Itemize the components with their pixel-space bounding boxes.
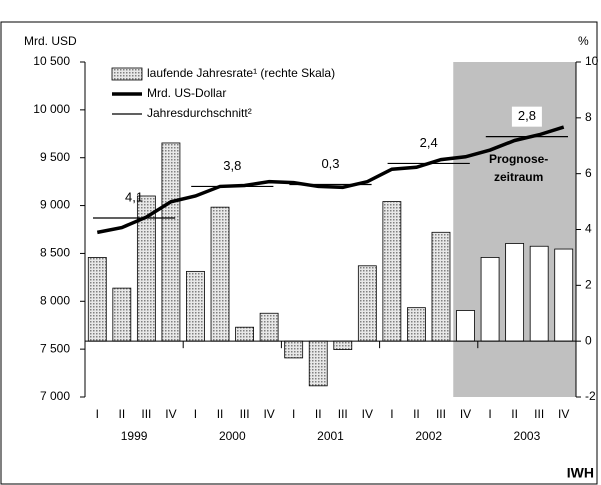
- y2-tick-label: 8: [585, 110, 592, 124]
- year-label: 1999: [121, 429, 148, 443]
- y-tick-label: 10 500: [33, 54, 70, 68]
- y-tick-label: 7 000: [40, 389, 70, 403]
- y-tick-label: 9 500: [40, 150, 70, 164]
- bar: [505, 243, 525, 342]
- x-tick-label: II: [511, 407, 518, 421]
- y2-tick-label: 2: [585, 278, 592, 292]
- y-tick-label: 10 000: [33, 102, 70, 116]
- annotation: 2,4: [420, 135, 438, 150]
- bar: [161, 142, 181, 342]
- x-tick-label: IV: [263, 407, 274, 421]
- annotation: 4,1: [125, 189, 143, 204]
- source: IWH: [567, 465, 594, 481]
- legend-label: laufende Jahresrate¹ (rechte Skala): [147, 66, 335, 80]
- bar: [554, 248, 574, 342]
- year-label: 2000: [219, 429, 246, 443]
- x-tick-label: IV: [558, 407, 569, 421]
- bar: [480, 257, 500, 342]
- bar: [87, 257, 107, 342]
- annotation: 0,3: [321, 156, 339, 171]
- legend-label: Jahresdurchschnitt²: [147, 106, 252, 120]
- forecast-label: Prognose-: [489, 152, 548, 166]
- x-tick-label: IV: [165, 407, 176, 421]
- x-tick-label: IV: [460, 407, 471, 421]
- y2-tick-label: 6: [585, 166, 592, 180]
- bar: [186, 270, 205, 342]
- bar: [235, 326, 254, 342]
- x-tick-label: II: [118, 407, 125, 421]
- bar: [407, 307, 426, 342]
- y-tick-label: 8 500: [40, 246, 70, 260]
- bar: [357, 265, 377, 342]
- bar: [382, 201, 402, 342]
- x-tick-label: I: [390, 407, 393, 421]
- year-label: 2001: [317, 429, 344, 443]
- year-label: 2002: [415, 429, 442, 443]
- y-axis-label: Mrd. USD: [24, 34, 77, 48]
- bar: [259, 312, 279, 342]
- x-tick-label: III: [338, 407, 348, 421]
- bar: [529, 245, 549, 342]
- x-tick-label: II: [413, 407, 420, 421]
- x-tick-label: II: [217, 407, 224, 421]
- bar: [284, 340, 304, 359]
- x-tick-label: II: [315, 407, 322, 421]
- x-tick-label: III: [436, 407, 446, 421]
- bar: [210, 206, 230, 342]
- x-tick-label: I: [194, 407, 197, 421]
- y-tick-label: 9 000: [40, 198, 70, 212]
- bar: [308, 340, 328, 387]
- bar: [112, 287, 132, 342]
- bar: [333, 340, 353, 350]
- y2-tick-label: -2: [585, 389, 596, 403]
- y2-tick-label: 0: [585, 333, 592, 347]
- y2-tick-label: 4: [585, 222, 592, 236]
- y2-tick-label: 10: [585, 54, 599, 68]
- year-label: 2003: [514, 429, 541, 443]
- x-tick-label: IV: [362, 407, 373, 421]
- y-tick-label: 7 500: [40, 341, 70, 355]
- x-tick-label: III: [240, 407, 250, 421]
- x-tick-label: III: [534, 407, 544, 421]
- x-tick-label: I: [292, 407, 295, 421]
- y-tick-label: 8 000: [40, 293, 70, 307]
- annotation: 3,8: [223, 158, 241, 173]
- bar: [431, 231, 451, 342]
- legend-label: Mrd. US-Dollar: [147, 86, 226, 100]
- x-tick-label: III: [141, 407, 151, 421]
- legend-swatch: [111, 67, 143, 81]
- x-tick-label: I: [488, 407, 491, 421]
- bar: [456, 310, 475, 342]
- forecast-label: zeitraum: [494, 170, 543, 184]
- x-tick-label: I: [96, 407, 99, 421]
- line: [96, 125, 565, 235]
- y2-axis-label: %: [578, 34, 589, 48]
- annotation: 2,8: [518, 108, 536, 123]
- annotation-box: [511, 106, 542, 127]
